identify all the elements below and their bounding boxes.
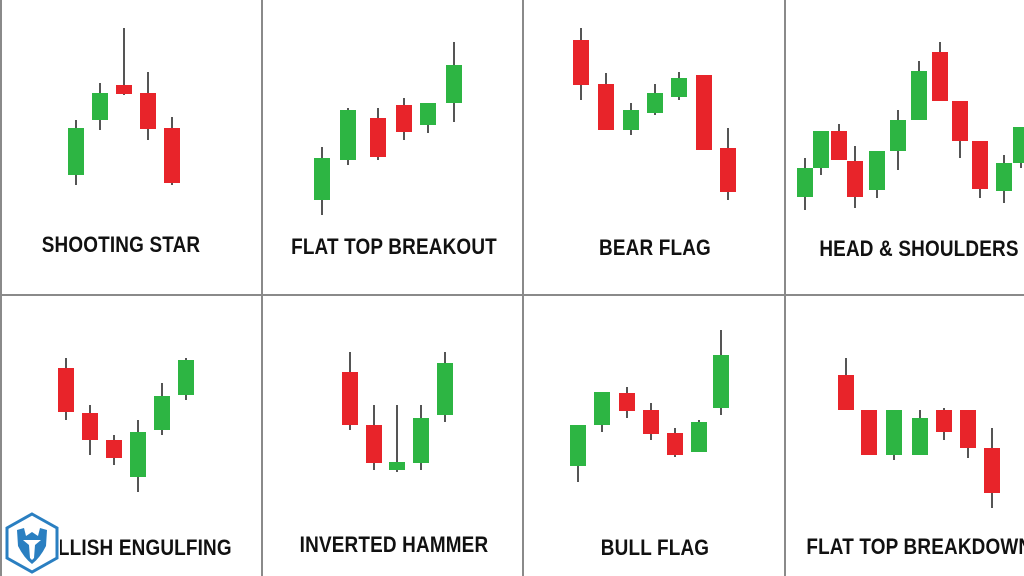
bearish-candle <box>643 410 659 434</box>
bearish-candle <box>936 410 952 432</box>
pattern-label-bear-flag: BEAR FLAG <box>599 235 711 260</box>
bearish-candle <box>573 40 589 85</box>
bullish-candle <box>413 418 429 463</box>
bearish-candle <box>838 375 854 410</box>
bullish-candle <box>446 65 462 103</box>
bullish-candle <box>92 93 108 120</box>
bearish-candle <box>847 161 863 197</box>
bullish-candle <box>813 131 829 168</box>
bullish-candle <box>890 120 906 151</box>
bullish-candle <box>713 355 729 408</box>
bearish-candle <box>396 105 412 132</box>
bullish-candle <box>389 462 405 470</box>
bearish-candle <box>164 128 180 183</box>
bullish-candle <box>594 392 610 425</box>
bullish-candle <box>130 432 146 477</box>
pattern-label-flat-top-breakout: FLAT TOP BREAKOUT <box>291 234 497 259</box>
bearish-candle <box>720 148 736 192</box>
bullish-candle <box>623 110 639 130</box>
bullish-candle <box>691 422 707 452</box>
bearish-candle <box>598 84 614 130</box>
pattern-label-flat-top-breakdown: FLAT TOP BREAKDOWN <box>806 534 1024 559</box>
pattern-label-bullish-engulfing: BULLISH ENGULFING <box>30 535 232 560</box>
bullish-candle <box>68 128 84 175</box>
bearish-candle <box>370 118 386 157</box>
bullish-candle <box>996 163 1012 191</box>
bearish-candle <box>82 413 98 440</box>
bearish-candle <box>342 372 358 425</box>
bullish-candle <box>647 93 663 113</box>
bearish-candle <box>932 52 948 101</box>
pattern-label-inverted-hammer: INVERTED HAMMER <box>299 532 489 557</box>
bearish-candle <box>831 131 847 160</box>
bearish-candle <box>984 448 1000 493</box>
bullish-candle <box>671 78 687 97</box>
bullish-candle <box>912 418 928 455</box>
shield-hexagon-logo-icon <box>4 512 60 574</box>
bullish-candle <box>886 410 902 455</box>
bearish-candle <box>116 85 132 94</box>
pattern-label-shooting-star: SHOOTING STAR <box>41 232 201 257</box>
bullish-candle <box>178 360 194 395</box>
bearish-candle <box>140 93 156 129</box>
pattern-label-bull-flag: BULL FLAG <box>600 535 710 560</box>
bullish-candle <box>437 363 453 415</box>
bullish-candle <box>1013 127 1024 163</box>
bearish-candle <box>972 141 988 189</box>
bullish-candle <box>154 396 170 430</box>
bearish-candle <box>58 368 74 412</box>
bearish-candle <box>106 440 122 458</box>
bullish-candle <box>797 168 813 197</box>
bearish-candle <box>861 410 877 455</box>
bearish-candle <box>619 393 635 411</box>
bearish-candle <box>696 75 712 150</box>
bullish-candle <box>911 71 927 120</box>
bearish-candle <box>366 425 382 463</box>
bearish-candle <box>667 433 683 455</box>
pattern-label-head-and-shoulders: HEAD & SHOULDERS <box>819 236 1019 261</box>
bullish-candle <box>420 103 436 125</box>
bullish-candle <box>869 151 885 190</box>
bearish-candle <box>960 410 976 448</box>
bullish-candle <box>314 158 330 200</box>
bullish-candle <box>570 425 586 466</box>
bearish-candle <box>952 101 968 141</box>
bullish-candle <box>340 110 356 160</box>
